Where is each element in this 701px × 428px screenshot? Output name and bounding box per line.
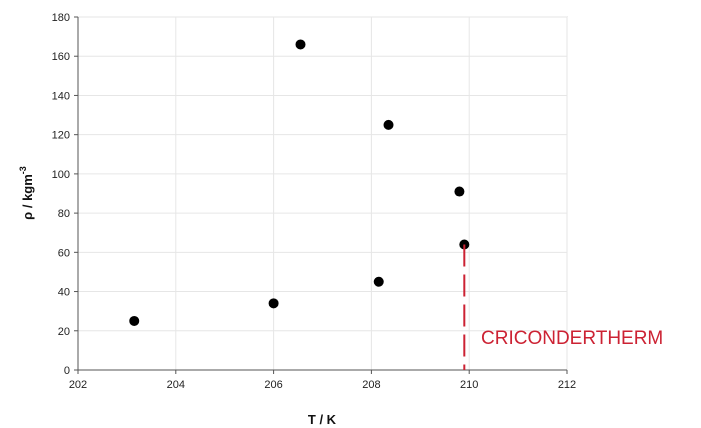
- y-axis-title: ρ / kgm-3: [18, 166, 35, 220]
- svg-text:ρ / kgm-3: ρ / kgm-3: [18, 166, 35, 220]
- axes: [77, 17, 567, 371]
- y-axis-title-main: ρ / kgm: [20, 174, 35, 220]
- x-tick-labels: 202 204 206 208 210 212: [69, 370, 576, 391]
- x-tick-label: 204: [167, 379, 185, 391]
- gridlines: [77, 16, 568, 371]
- y-tick-label: 40: [58, 287, 70, 299]
- y-tick-label: 80: [58, 208, 70, 220]
- data-point: [383, 119, 394, 130]
- y-tick-label: 180: [52, 12, 70, 24]
- y-axis-title-superscript: -3: [18, 166, 28, 174]
- data-point: [454, 186, 465, 197]
- x-tick-label: 208: [362, 379, 380, 391]
- cricondentherm-label: CRICONDERTHERM: [481, 328, 663, 349]
- annotation: CRICONDERTHERM: [463, 244, 663, 370]
- y-tick-label: 0: [64, 365, 70, 377]
- x-axis-title: T / K: [308, 412, 337, 427]
- data-point: [268, 298, 279, 309]
- data-point: [295, 39, 306, 50]
- y-tick-label: 160: [52, 51, 70, 63]
- y-tick-label: 140: [52, 90, 70, 102]
- data-point: [129, 315, 140, 326]
- y-tick-labels: 0 20 40 60 80 100 120 140 160 180: [52, 12, 78, 377]
- x-tick-label: 202: [69, 379, 87, 391]
- data-points: [129, 39, 470, 326]
- y-tick-label: 20: [58, 326, 70, 338]
- x-tick-label: 206: [264, 379, 282, 391]
- plot-area: [77, 16, 568, 371]
- data-point: [373, 276, 384, 287]
- y-tick-label: 60: [58, 247, 70, 259]
- y-tick-label: 100: [52, 169, 70, 181]
- x-tick-label: 210: [460, 379, 478, 391]
- y-tick-label: 120: [52, 130, 70, 142]
- x-tick-label: 212: [558, 379, 576, 391]
